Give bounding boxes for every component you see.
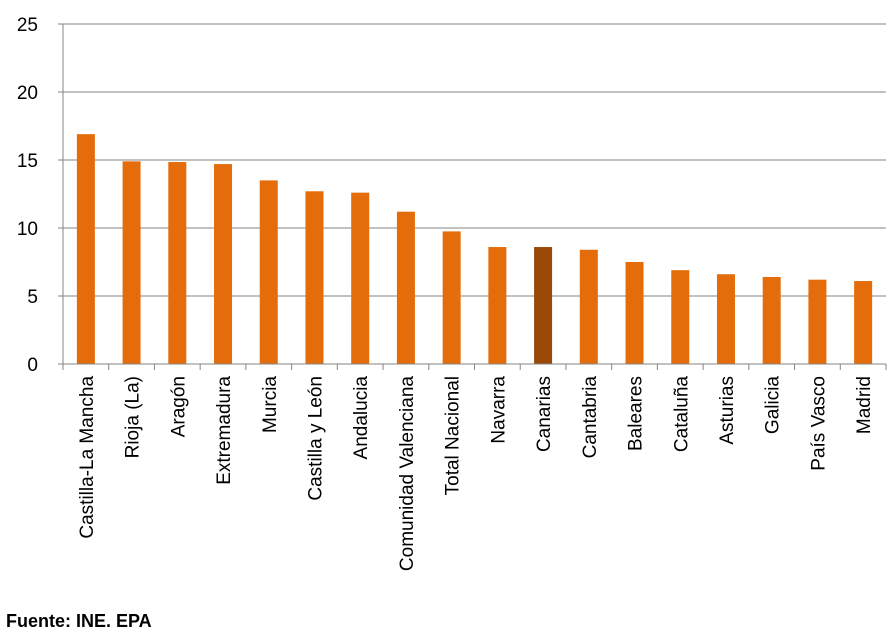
bar-castilla-y-le-n xyxy=(305,191,324,364)
bar-total-nacional xyxy=(442,231,461,364)
x-tick-label: Extremadura xyxy=(214,376,235,485)
x-tick-label: Navarra xyxy=(488,376,509,444)
bar-castilla-la-mancha xyxy=(76,134,95,364)
axes xyxy=(58,23,887,370)
y-tick-label: 25 xyxy=(17,15,38,36)
y-tick-labels: 0 5 10 15 20 25 xyxy=(17,15,38,376)
bar-murcia xyxy=(259,180,278,364)
bar-catalu-a xyxy=(671,270,690,364)
bar-cantabria xyxy=(579,249,598,364)
x-tick-label: Aragón xyxy=(168,376,189,437)
y-tick-label: 10 xyxy=(17,219,38,240)
bars xyxy=(76,134,873,364)
bar-navarra xyxy=(488,247,507,364)
x-tick-label: Cantabria xyxy=(580,376,601,459)
bar-baleares xyxy=(625,262,644,364)
bar-extremadura xyxy=(214,164,233,364)
x-tick-label: Galicia xyxy=(763,376,784,435)
x-tick-label: Total Nacional xyxy=(443,376,464,495)
x-tick-label: Madrid xyxy=(854,376,875,434)
bar-pa-s-vasco xyxy=(808,279,827,364)
y-tick-label: 20 xyxy=(17,83,38,104)
bar-asturias xyxy=(716,274,735,364)
x-tick-label: País Vasco xyxy=(808,376,829,471)
y-tick-label: 15 xyxy=(17,151,38,172)
bar-andalucia xyxy=(351,192,370,364)
x-tick-labels: Castilla-La Mancha Rioja (La) Aragón Extrem… xyxy=(77,376,875,571)
bar-galicia xyxy=(762,276,781,364)
y-tick-label: 0 xyxy=(27,355,38,376)
grid-lines xyxy=(63,23,886,297)
bar-canarias xyxy=(534,247,553,364)
x-tick-label: Comunidad Valenciana xyxy=(397,376,418,571)
x-tick-label: Rioja (La) xyxy=(123,376,144,458)
x-tick-label: Andalucia xyxy=(351,376,372,460)
bar-madrid xyxy=(854,281,873,364)
bar-rioja-la xyxy=(122,161,141,364)
x-tick-label: Castilla-La Mancha xyxy=(77,376,98,539)
x-tick-label: Asturias xyxy=(717,376,738,445)
y-tick-label: 5 xyxy=(27,287,38,308)
bar-comunidad-valenciana xyxy=(396,211,415,364)
x-tick-label: Canarias xyxy=(534,376,555,452)
x-tick-label: Cataluña xyxy=(671,376,692,452)
source-note: Fuente: INE. EPA xyxy=(6,611,152,631)
x-tick-label: Baleares xyxy=(626,376,647,451)
x-tick-label: Castilla y León xyxy=(305,376,326,501)
bar-arag-n xyxy=(168,162,187,364)
x-tick-label: Murcia xyxy=(260,376,281,433)
